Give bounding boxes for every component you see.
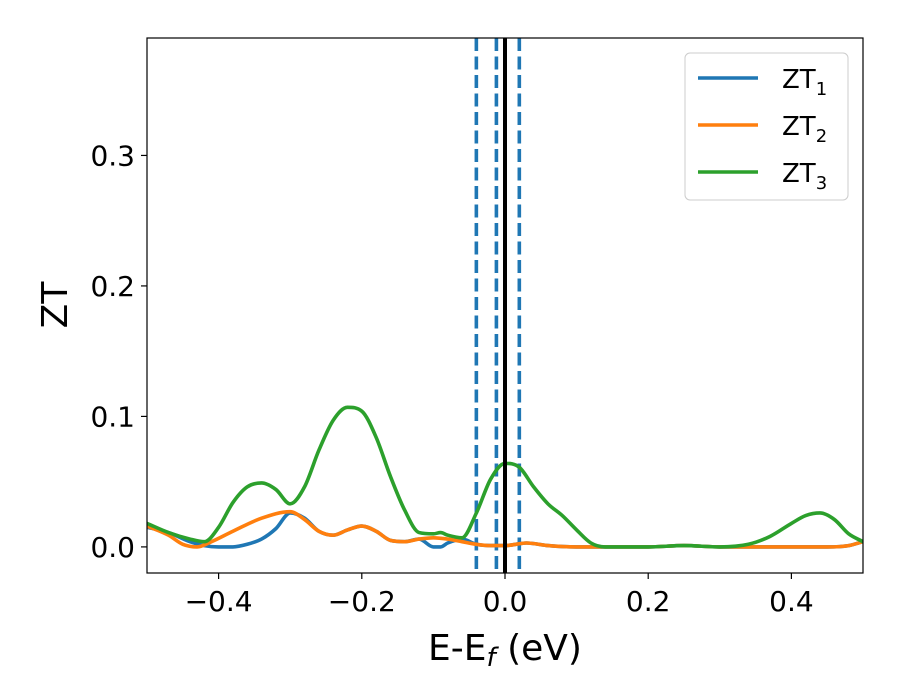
- y-tick-label: 0.1: [90, 400, 135, 433]
- x-axis: −0.4 −0.2 0.0 0.2 0.4: [185, 573, 814, 618]
- x-axis-title-unit: (eV): [496, 628, 582, 669]
- y-tick-label: 0.0: [90, 531, 135, 564]
- y-tick-label: 0.3: [90, 139, 135, 172]
- y-tick-label: 0.2: [90, 270, 135, 303]
- x-tick-label: 0.2: [626, 585, 671, 618]
- y-axis-title: ZT: [35, 281, 76, 329]
- legend-label-zt1: ZT1: [782, 65, 827, 100]
- y-axis: 0.0 0.1 0.2 0.3: [90, 139, 147, 564]
- series-line-zt3: [147, 405, 863, 549]
- legend-box: [684, 52, 849, 201]
- x-tick-label: −0.4: [185, 585, 253, 618]
- series-lines: [147, 38, 863, 573]
- x-tick-label: −0.2: [328, 585, 396, 618]
- legend-label-zt2: ZT2: [782, 112, 827, 147]
- x-axis-title-base: E-E: [428, 628, 486, 669]
- legend: ZT1 ZT2 ZT3: [684, 52, 849, 201]
- x-tick-label: 0.0: [483, 585, 528, 618]
- reference-lines: [474, 38, 522, 573]
- x-axis-title: E-Ef (eV): [428, 628, 582, 673]
- legend-label-zt3: ZT3: [782, 159, 827, 194]
- x-tick-label: 0.4: [769, 585, 814, 618]
